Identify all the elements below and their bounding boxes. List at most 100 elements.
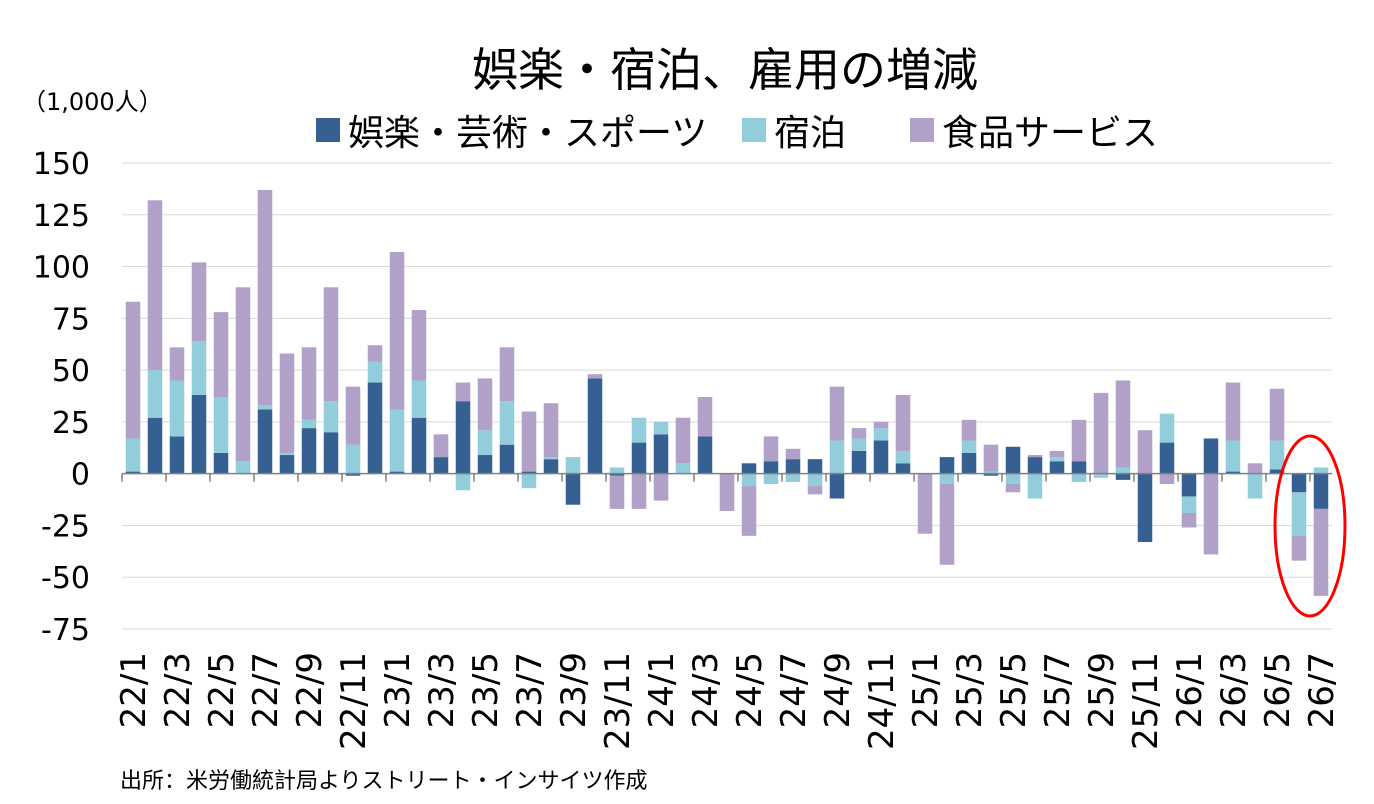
bar-segment — [917, 473, 933, 534]
bar-segment — [983, 473, 999, 476]
bar-segment — [323, 287, 339, 402]
bar-segment — [543, 457, 559, 460]
bar-segment — [1225, 471, 1241, 474]
y-tick-label: 100 — [33, 251, 90, 286]
y-tick-label: 0 — [71, 458, 90, 493]
bar-segment — [939, 457, 955, 474]
legend-label: 娯楽・芸術・スポーツ — [348, 113, 707, 154]
bar-segment — [565, 473, 581, 505]
bar-segment — [1137, 473, 1153, 543]
x-tick-label: 26/1 — [1170, 652, 1210, 728]
bar-segment — [631, 442, 647, 474]
x-tick-label: 25/7 — [1038, 652, 1078, 728]
bar-segment — [257, 189, 273, 406]
bar-segment — [389, 471, 405, 474]
x-tick-label: 23/1 — [378, 652, 418, 728]
y-tick-label: 125 — [33, 199, 90, 234]
bar-segment — [1181, 513, 1197, 528]
bar-segment — [1005, 473, 1021, 485]
chart-title: 娯楽・宿泊、雇用の増減 — [472, 43, 978, 97]
y-tick-label: -75 — [41, 613, 90, 648]
legend-label: 宿泊 — [774, 113, 846, 154]
x-tick-label: 25/3 — [950, 652, 990, 728]
bar-segment — [1203, 438, 1219, 474]
bar-segment — [323, 401, 339, 433]
bar-segment — [873, 428, 889, 441]
bar-segment — [301, 428, 317, 474]
bar-segment — [983, 471, 999, 474]
bar-segment — [1093, 392, 1109, 474]
bar-segment — [477, 455, 493, 474]
legend-swatch — [910, 118, 934, 142]
bar-segment — [873, 440, 889, 474]
x-tick-label: 22/9 — [290, 652, 330, 728]
x-tick-label: 23/11 — [598, 652, 638, 750]
legend-swatch — [316, 118, 340, 142]
x-tick-label: 25/9 — [1082, 652, 1122, 728]
bar-segment — [543, 459, 559, 474]
bar-segment — [1071, 473, 1087, 482]
bar-segment — [125, 301, 141, 439]
bar-segment — [367, 345, 383, 362]
y-tick-label: 150 — [33, 147, 90, 182]
bar-segment — [1049, 450, 1065, 458]
bar-segment — [697, 397, 713, 437]
bar-segment — [345, 386, 361, 445]
bar-segment — [719, 473, 735, 511]
legend-label: 食品サービス — [942, 113, 1158, 154]
bar-segment — [1291, 492, 1307, 536]
bar-segment — [1203, 473, 1219, 555]
bars — [125, 189, 1329, 596]
bar-segment — [169, 380, 185, 437]
bar-segment — [851, 428, 867, 439]
y-tick-label: 25 — [52, 406, 90, 441]
bar-segment — [895, 463, 911, 474]
bar-segment — [631, 417, 647, 443]
y-tick-label: 50 — [52, 354, 90, 389]
bar-segment — [851, 438, 867, 451]
bar-segment — [785, 448, 801, 460]
bar-segment — [1291, 473, 1307, 493]
bar-segment — [829, 386, 845, 441]
bar-segment — [433, 457, 449, 474]
bar-segment — [829, 473, 845, 499]
bar-segment — [653, 421, 669, 435]
bar-segment — [125, 471, 141, 474]
bar-segment — [1225, 382, 1241, 441]
bar-segment — [675, 463, 691, 474]
bar-segment — [1225, 440, 1241, 472]
unit-label: （1,000人） — [22, 88, 163, 116]
x-tick-label: 25/11 — [1126, 652, 1166, 750]
bar-segment — [785, 459, 801, 474]
legend: 娯楽・芸術・スポーツ 宿泊 食品サービス — [316, 113, 1158, 154]
x-tick-label: 23/9 — [554, 652, 594, 728]
bar-segment — [191, 341, 207, 395]
bar-segment — [213, 397, 229, 453]
bar-segment — [675, 417, 691, 464]
bar-segment — [1137, 430, 1153, 474]
bar-segment — [1159, 413, 1175, 443]
bar-segment — [1181, 496, 1197, 514]
x-tick-label: 24/9 — [818, 652, 858, 728]
bar-segment — [609, 475, 625, 509]
bar-segment — [1269, 440, 1285, 470]
source-note: 出所：米労働統計局よりストリート・インサイツ作成 — [120, 769, 648, 794]
x-tick-label: 26/5 — [1258, 652, 1298, 728]
x-tick-label: 26/3 — [1214, 652, 1254, 728]
bar-segment — [807, 459, 823, 474]
bar-segment — [499, 444, 515, 474]
bar-segment — [279, 353, 295, 453]
bar-segment — [895, 394, 911, 451]
bar-segment — [191, 394, 207, 474]
x-tick-label: 22/11 — [334, 652, 374, 750]
bar-segment — [257, 405, 273, 410]
bar-segment — [1005, 484, 1021, 493]
bar-segment — [1115, 380, 1131, 468]
x-tick-label: 24/11 — [862, 652, 902, 750]
x-tick-label: 26/7 — [1302, 652, 1342, 728]
bar-segment — [939, 473, 955, 485]
bar-segment — [213, 312, 229, 398]
x-tick-label: 25/5 — [994, 652, 1034, 728]
